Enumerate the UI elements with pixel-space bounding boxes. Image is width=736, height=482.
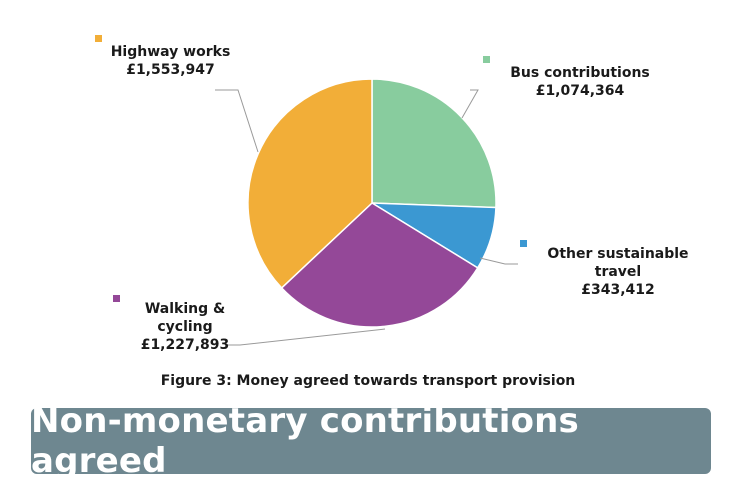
label-other-sustainable-travel: Other sustainable travel £343,412 [538,245,698,299]
section-banner: Non-monetary contributions agreed [31,401,711,481]
pie-chart [215,78,518,346]
slice-highway-works [247,78,373,289]
leader-walking-cycling [225,328,386,346]
label-walking-cycling: Walking & cycling £1,227,893 [130,300,240,354]
slice-walking-cycling [280,202,479,328]
label-walking-cycling-line1: Walking & [144,301,226,317]
slice-bus-contributions [371,78,497,209]
label-walking-cycling-value: £1,227,893 [140,337,230,353]
swatch-walking-cycling [113,295,120,302]
banner-title: Non-monetary contributions agreed [31,401,579,481]
label-other-sustainable-line2: travel [594,264,642,280]
label-highway-works: Highway works £1,553,947 [108,43,233,79]
swatch-other-sustainable-travel [520,240,527,247]
label-bus-contributions-line1: Bus contributions [510,65,650,81]
label-highway-works-line1: Highway works [110,44,231,60]
swatch-highway-works [95,35,102,42]
label-other-sustainable-value: £343,412 [581,282,655,298]
figure-caption: Figure 3: Money agreed towards transport… [160,373,576,389]
label-other-sustainable-line1: Other sustainable [547,246,689,262]
label-highway-works-value: £1,553,947 [126,62,215,78]
leader-highway-works [215,89,259,153]
leader-other-sustainable-travel [479,257,518,265]
label-bus-contributions-value: £1,074,364 [535,83,625,99]
leader-bus-contributions [461,89,479,119]
label-walking-cycling-line2: cycling [157,319,213,335]
pie-slices [247,78,497,328]
label-bus-contributions: Bus contributions £1,074,364 [500,64,660,100]
leader-lines [215,89,518,346]
swatch-bus-contributions [483,56,490,63]
